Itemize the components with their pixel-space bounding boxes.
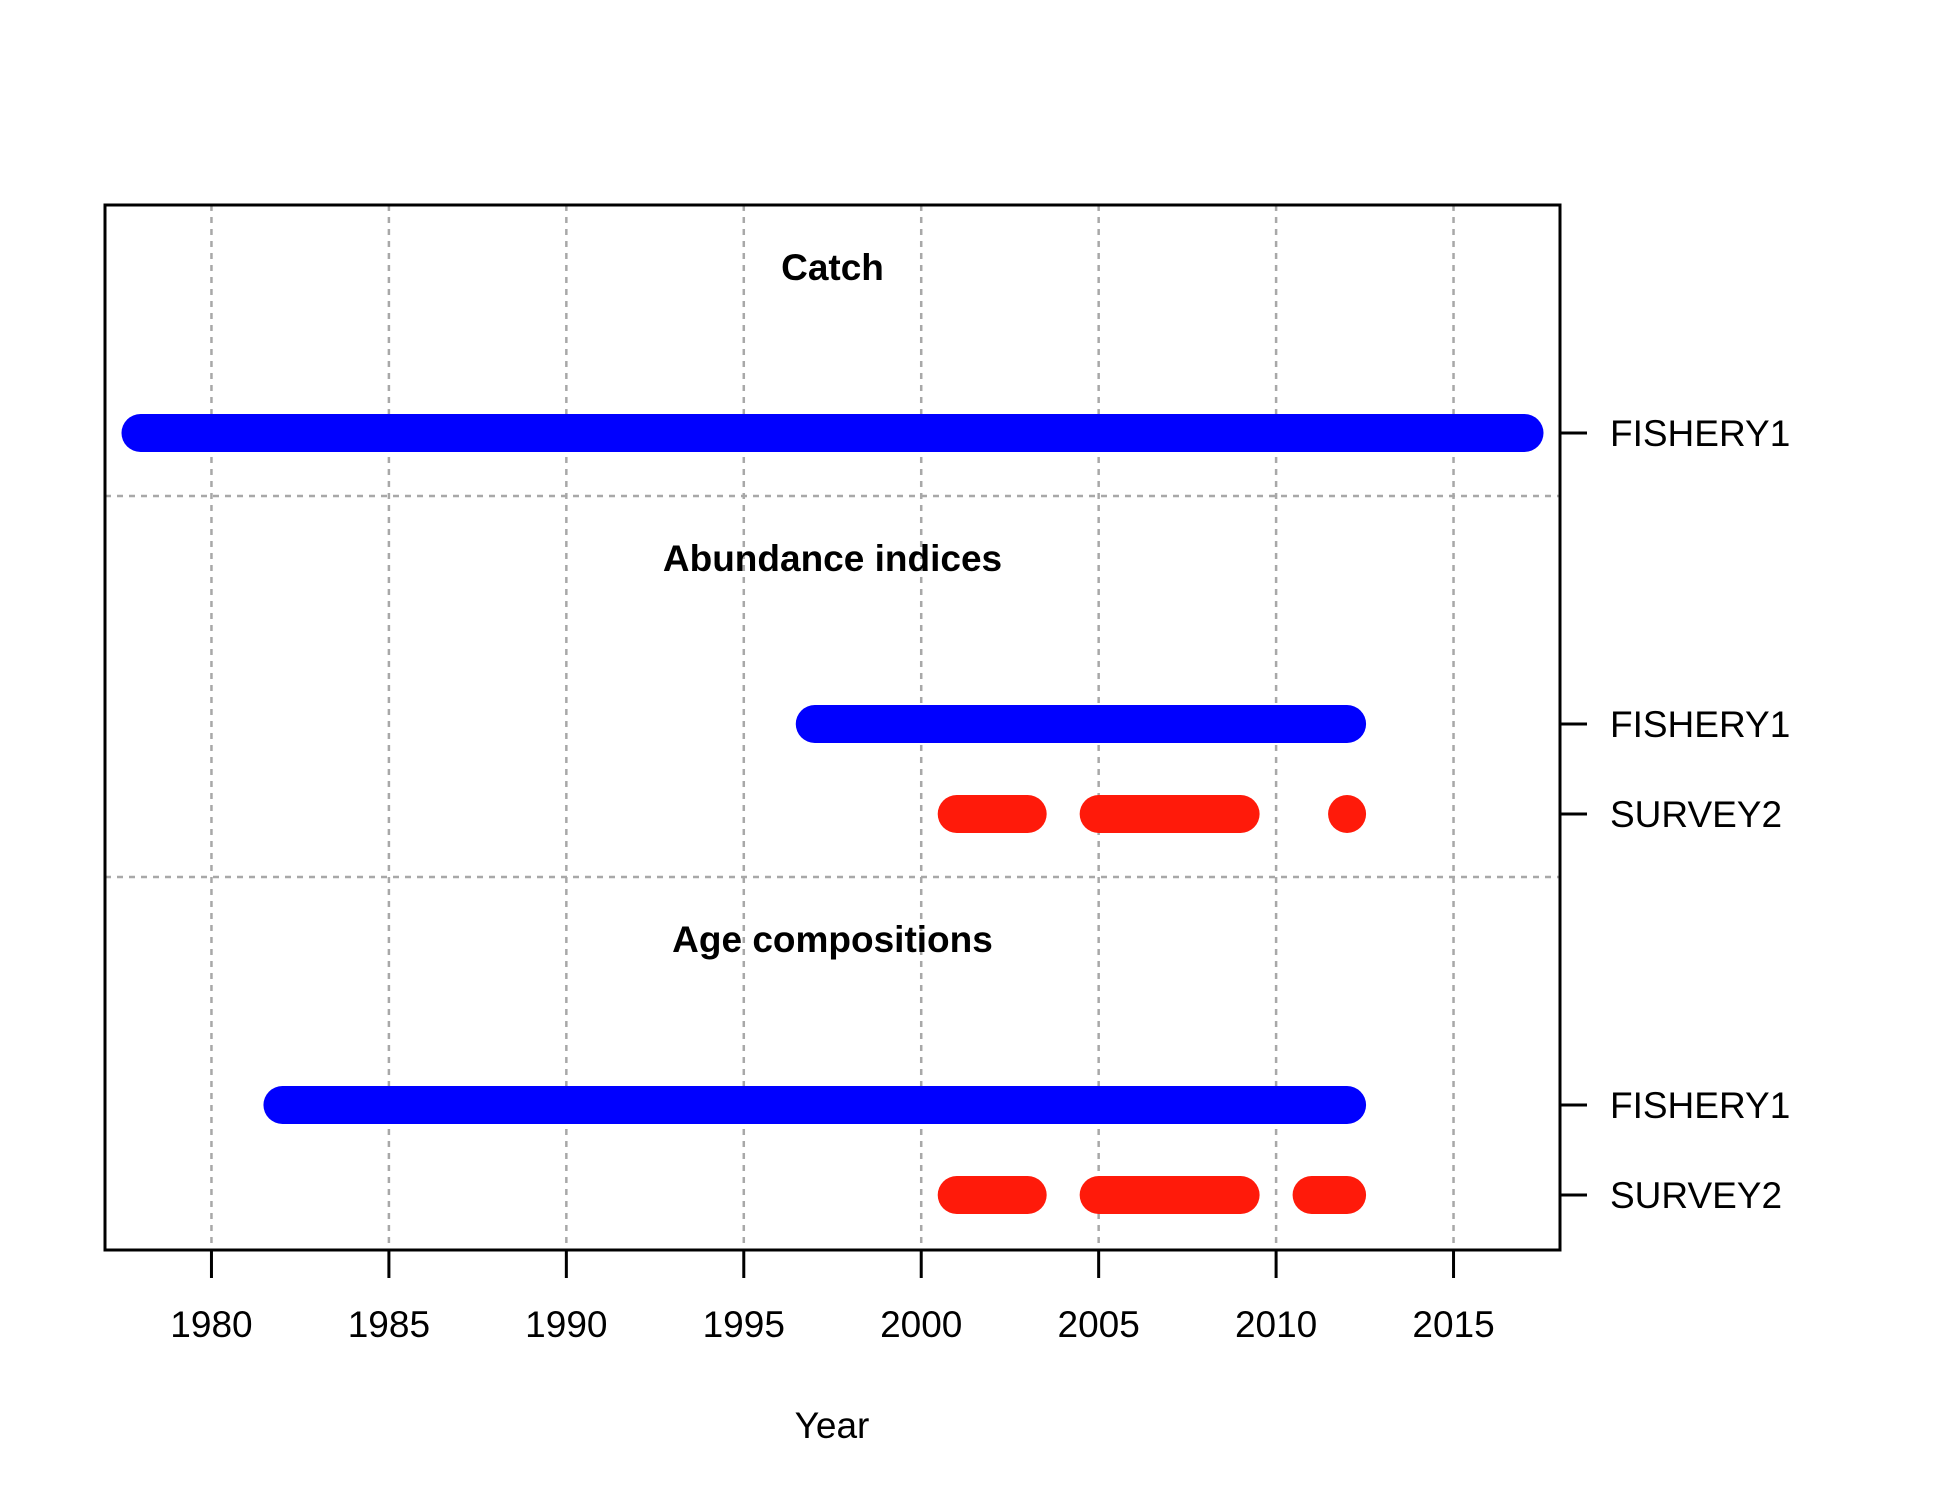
grid-lines <box>105 205 1560 1250</box>
plot-frame <box>103 203 1562 1252</box>
data-bars <box>121 414 1544 1214</box>
x-tick-label: 2015 <box>1412 1304 1494 1345</box>
row-labels: FISHERY1 FISHERY1 SURVEY2 FISHERY1 SURVEY2 <box>1610 413 1790 1216</box>
section-title: Catch <box>781 247 884 288</box>
x-tick-label: 1995 <box>703 1304 785 1345</box>
row-label: SURVEY2 <box>1610 1175 1782 1216</box>
x-axis: 1980 1985 1990 1995 2000 2005 2010 2015 <box>170 431 1587 1345</box>
row-label: FISHERY1 <box>1610 1085 1790 1126</box>
section-title: Abundance indices <box>663 538 1002 579</box>
row-label: FISHERY1 <box>1610 413 1790 454</box>
x-tick-label: 1985 <box>348 1304 430 1345</box>
x-tick-label: 1990 <box>525 1304 607 1345</box>
x-tick-label: 2000 <box>880 1304 962 1345</box>
x-tick-label: 1980 <box>170 1304 252 1345</box>
x-axis-title: Year <box>795 1405 870 1446</box>
row-label: FISHERY1 <box>1610 704 1790 745</box>
section-titles: Catch Abundance indices Age compositions <box>663 247 1002 960</box>
x-tick-label: 2005 <box>1058 1304 1140 1345</box>
x-tick-label: 2010 <box>1235 1304 1317 1345</box>
row-label: SURVEY2 <box>1610 794 1782 835</box>
section-title: Age compositions <box>672 919 993 960</box>
